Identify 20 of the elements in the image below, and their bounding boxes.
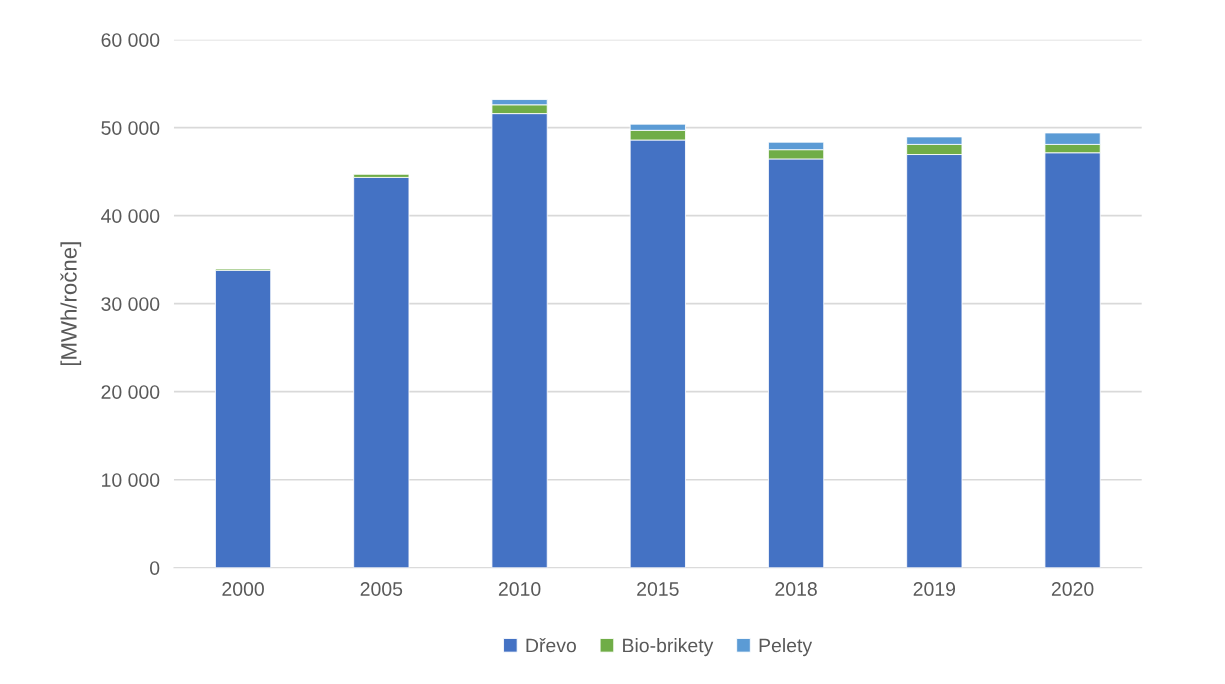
legend-label: Bio-brikety bbox=[623, 638, 714, 657]
y-axis-title: [MWh/ročne] bbox=[60, 242, 82, 366]
legend-label: Pelety bbox=[759, 638, 813, 657]
y-tick-label: 30 000 bbox=[101, 297, 160, 311]
y-tick-label: 20 000 bbox=[101, 385, 160, 399]
x-tick-label: 2010 bbox=[498, 582, 541, 596]
legend-label: Dřevo bbox=[526, 637, 576, 653]
y-tick-label: 10 000 bbox=[102, 473, 160, 487]
x-tick-label: 2019 bbox=[913, 582, 956, 596]
x-tick-label: 2000 bbox=[222, 582, 264, 596]
x-tick-label: 2015 bbox=[637, 582, 679, 596]
y-tick-label: 60 000 bbox=[101, 33, 160, 47]
y-tick-label: 0 bbox=[150, 561, 160, 575]
bar bbox=[215, 269, 272, 568]
y-tick-label: 50 000 bbox=[101, 121, 160, 135]
x-tick-label: 2018 bbox=[775, 582, 817, 596]
x-tick-label: 2005 bbox=[360, 582, 403, 596]
bar bbox=[353, 176, 410, 568]
y-tick-label: 40 000 bbox=[101, 209, 160, 223]
x-tick-label: 2020 bbox=[1051, 582, 1094, 596]
